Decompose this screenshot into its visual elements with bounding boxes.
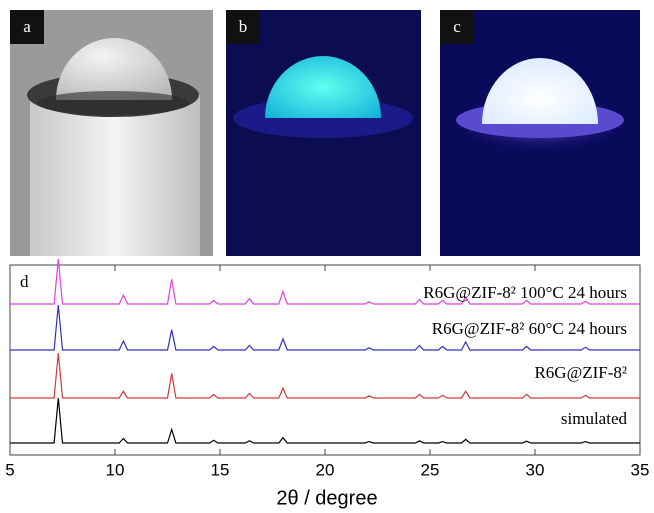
panel-label: b [239, 17, 248, 36]
photo-c: c [440, 10, 640, 256]
panel-label: a [23, 17, 31, 36]
series-label: R6G@ZIF-8² 60°C 24 hours [432, 319, 627, 338]
x-tick-label: 20 [316, 460, 335, 479]
series-label: simulated [561, 409, 628, 428]
series-label: R6G@ZIF-8² [534, 363, 627, 382]
pattern-line [10, 258, 640, 305]
x-tick-label: 25 [421, 460, 440, 479]
photo-b: b [226, 10, 421, 256]
pattern-line [10, 304, 640, 351]
x-tick-label: 5 [5, 460, 14, 479]
x-tick-label: 30 [526, 460, 545, 479]
pattern-line [10, 352, 640, 399]
panel-label: c [453, 17, 461, 36]
x-tick-label: 10 [106, 460, 125, 479]
photo-a: a [10, 10, 213, 256]
panel-label: d [20, 272, 29, 291]
x-tick-label: 35 [631, 460, 650, 479]
x-tick-label: 15 [211, 460, 230, 479]
pattern-line [10, 397, 640, 444]
x-axis-label: 2θ / degree [276, 487, 377, 509]
series-label: R6G@ZIF-8² 100°C 24 hours [423, 283, 627, 302]
